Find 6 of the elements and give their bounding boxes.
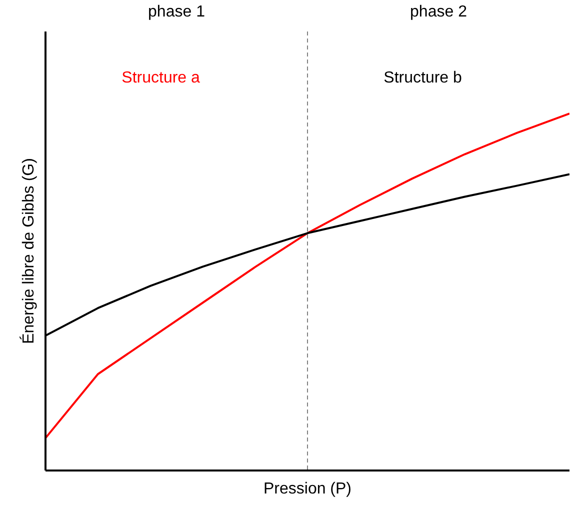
text: Structure a — [122, 69, 200, 86]
y-axis-title: Énergie libre de Gibbs (G) — [20, 158, 38, 344]
x-axis-title: Pression (P) — [263, 480, 352, 498]
text: phase 1 — [148, 4, 206, 20]
text: Structure b — [384, 69, 462, 86]
text: phase 2 — [410, 4, 468, 20]
